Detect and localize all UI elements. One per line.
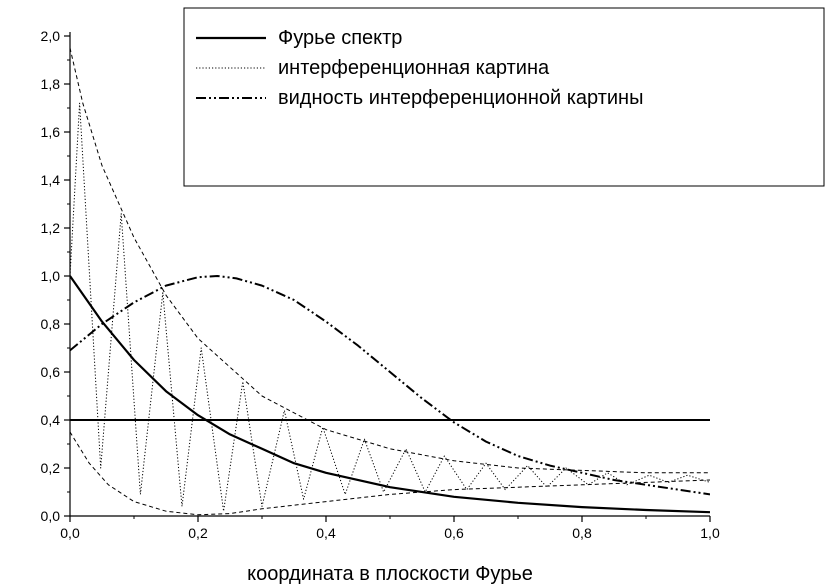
series-line-3 (70, 431, 710, 516)
axes: 0,0 0,2 0,4 0,6 0,8 1,0 0,0 0,2 0,4 0,6 0,8 1,0 1,2 1… (41, 28, 720, 541)
legend-label: Фурье спектр (278, 27, 402, 49)
y-tick-label: 0,2 (41, 460, 61, 476)
series-line-4 (70, 275, 710, 496)
legend-label: видность интерференционной картины (278, 87, 643, 109)
legend-label: интерференционная картина (278, 57, 550, 79)
y-tick-label: 1,8 (41, 76, 61, 92)
x-axis-title: координата в плоскости Фурье (247, 563, 533, 585)
y-tick-label: 2,0 (41, 28, 61, 44)
y-tick-label: 1,0 (41, 268, 61, 284)
y-tick-label: 1,6 (41, 124, 61, 140)
x-tick-label: 0,0 (60, 525, 80, 541)
y-tick-label: 0,6 (41, 364, 61, 380)
y-tick-label: 1,2 (41, 220, 61, 236)
x-tick-label: 0,4 (316, 525, 336, 541)
series-line-0 (70, 275, 710, 514)
x-tick-label: 0,6 (444, 525, 464, 541)
y-tick-label: 0,4 (41, 412, 61, 428)
x-tick-label: 1,0 (700, 525, 720, 541)
legend: Фурье спектр интерференционная картина вид… (183, 7, 825, 187)
x-tick-label: 0,8 (572, 525, 592, 541)
legend-box (183, 7, 825, 187)
y-tick-label: 0,0 (41, 508, 61, 524)
y-tick-label: 0,8 (41, 316, 61, 332)
y-tick-label: 1,4 (41, 172, 61, 188)
x-tick-label: 0,2 (188, 525, 208, 541)
